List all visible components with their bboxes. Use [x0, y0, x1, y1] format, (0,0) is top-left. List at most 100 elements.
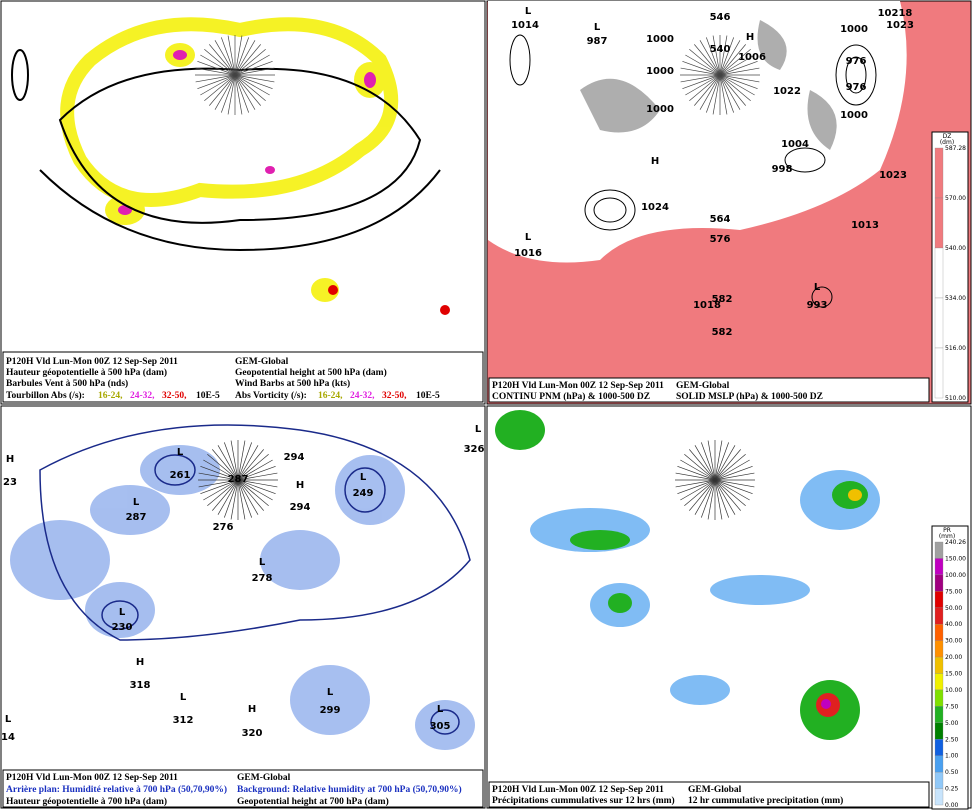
meridian [714, 465, 753, 481]
map-label: 1000 [840, 110, 868, 121]
meridian [714, 479, 723, 520]
meridian [237, 449, 264, 481]
meridian [197, 74, 236, 90]
caption-box [2, 351, 484, 403]
scale-swatch [934, 640, 944, 658]
meridian [212, 449, 239, 481]
map-label: L [475, 424, 482, 435]
scale-label: 20.00 [945, 654, 962, 661]
scale-swatch [934, 689, 944, 707]
meridian [214, 40, 236, 76]
scale-label: 0.00 [945, 802, 959, 809]
meridian [714, 479, 750, 501]
meridian [200, 74, 236, 96]
meridian [227, 35, 236, 76]
map-label: L [814, 282, 821, 293]
meridian [685, 54, 721, 76]
meridian [237, 459, 273, 481]
meridian [237, 479, 246, 520]
legend-entry: 10E-5 [196, 391, 220, 401]
scale-swatch [934, 771, 944, 789]
panel-3 [0, 405, 486, 809]
scale-title: (dm) [940, 139, 954, 146]
meridian [682, 74, 721, 90]
meridian [197, 60, 236, 76]
caption-box [2, 769, 484, 808]
map-labels: L 1014 L 987 H 1006 1022 1000 1000 1000 1000 1000 97… [1, 6, 914, 743]
map-label: 276 [213, 522, 234, 533]
meridian [195, 74, 236, 83]
scale-label: 534.00 [945, 295, 966, 302]
map-label: 1000 [840, 24, 868, 35]
meridian [234, 74, 270, 96]
map-label: 249 [353, 488, 374, 499]
meridian [220, 74, 236, 113]
meridian [714, 479, 746, 506]
meridian [237, 472, 278, 481]
scale-label: 516.00 [945, 345, 966, 352]
caption-text: SOLID MSLP (hPa) & 1000-500 DZ [676, 391, 823, 402]
map-label: 1000 [646, 34, 674, 45]
map-label: 1018 [693, 300, 721, 311]
height-contours-700 [39, 424, 471, 735]
scale-label: 10.00 [945, 687, 962, 694]
meridian [207, 454, 239, 481]
meridian [237, 479, 259, 515]
meridian [680, 67, 721, 76]
scale-swatch [934, 656, 944, 674]
meridian [203, 459, 239, 481]
map-label: 540 [710, 44, 731, 55]
meridian [714, 479, 753, 495]
meridian [712, 74, 721, 115]
map-label: 1006 [738, 52, 766, 63]
meridian [677, 479, 716, 495]
meridian [234, 74, 256, 110]
scale-swatch [934, 739, 944, 756]
caption-text: 12 hr cummulative precipitation (mm) [688, 795, 843, 806]
meridian [237, 479, 278, 488]
caption-text: Tourbillon Abs (/s): [6, 390, 85, 401]
meridian [234, 40, 256, 76]
meridian [707, 440, 716, 481]
map-label: 1023 [886, 20, 914, 31]
meridian [714, 479, 736, 515]
map-label: 1022 [773, 86, 801, 97]
meridian [198, 472, 239, 481]
meridian [209, 44, 236, 76]
scale-swatch [934, 247, 944, 299]
scale-label: 2.50 [945, 736, 959, 743]
scale-swatch [934, 624, 944, 641]
meridian [200, 479, 239, 495]
meridian [234, 74, 273, 90]
height-contours [11, 49, 441, 252]
map-label: 287 [126, 512, 147, 523]
scale-label: 5.00 [945, 720, 959, 727]
meridian [230, 479, 239, 520]
map-label: 261 [170, 470, 191, 481]
meridian [682, 60, 721, 76]
meridian [680, 479, 716, 501]
map-label: 23 [3, 477, 17, 488]
legend-entry: 24-32, [350, 391, 375, 401]
meridian [689, 49, 721, 76]
map-label: H [136, 657, 144, 668]
scale-swatch [934, 591, 944, 608]
scale-swatch [934, 755, 944, 773]
caption-text: GEM-Global [688, 785, 742, 795]
cold-pools [580, 20, 837, 150]
caption-text: GEM-Global [235, 357, 289, 367]
meridian [198, 479, 239, 488]
meridian [684, 454, 716, 481]
scale-label: 150.00 [945, 555, 966, 562]
meridian [689, 479, 716, 511]
caption-1: P120H Vld Lun-Mon 00Z 12 Sep-Sep 2011 Ha… [2, 351, 484, 403]
meridian [195, 67, 236, 76]
meridian [234, 67, 275, 76]
map-label: 318 [130, 680, 151, 691]
caption-text: Hauteur géopotentielle à 700 hPa (dam) [6, 796, 167, 807]
map-label: 1014 [511, 20, 539, 31]
map-label: 320 [242, 728, 263, 739]
caption-text: P120H Vld Lun-Mon 00Z 12 Sep-Sep 2011 [492, 381, 664, 391]
map-label: 546 [710, 12, 731, 23]
scale-label: 30.00 [945, 638, 962, 645]
